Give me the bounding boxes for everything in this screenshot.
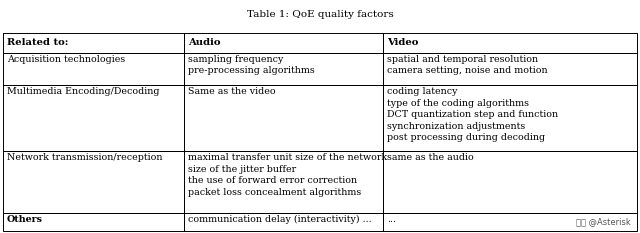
Text: sampling frequency
pre-processing algorithms: sampling frequency pre-processing algori… (188, 55, 314, 75)
Text: Related to:: Related to: (7, 38, 68, 47)
Text: Others: Others (7, 215, 43, 224)
Text: Audio: Audio (188, 38, 220, 47)
Text: Network transmission/reception: Network transmission/reception (7, 153, 163, 162)
Text: same as the audio: same as the audio (387, 153, 474, 162)
Text: maximal transfer unit size of the network
size of the jitter buffer
the use of f: maximal transfer unit size of the networ… (188, 153, 387, 197)
Text: spatial and temporal resolution
camera setting, noise and motion: spatial and temporal resolution camera s… (387, 55, 548, 75)
Text: Same as the video: Same as the video (188, 87, 275, 96)
Text: coding latency
type of the coding algorithms
DCT quantization step and function
: coding latency type of the coding algori… (387, 87, 558, 142)
Text: Video: Video (387, 38, 419, 47)
Text: Multimedia Encoding/Decoding: Multimedia Encoding/Decoding (7, 87, 159, 96)
Text: ...: ... (387, 215, 396, 224)
Text: Table 1: QoE quality factors: Table 1: QoE quality factors (246, 10, 394, 20)
Text: Acquisition technologies: Acquisition technologies (7, 55, 125, 64)
Text: communication delay (interactivity) ...: communication delay (interactivity) ... (188, 215, 371, 224)
Text: 头条 @Asterisk: 头条 @Asterisk (575, 217, 630, 226)
